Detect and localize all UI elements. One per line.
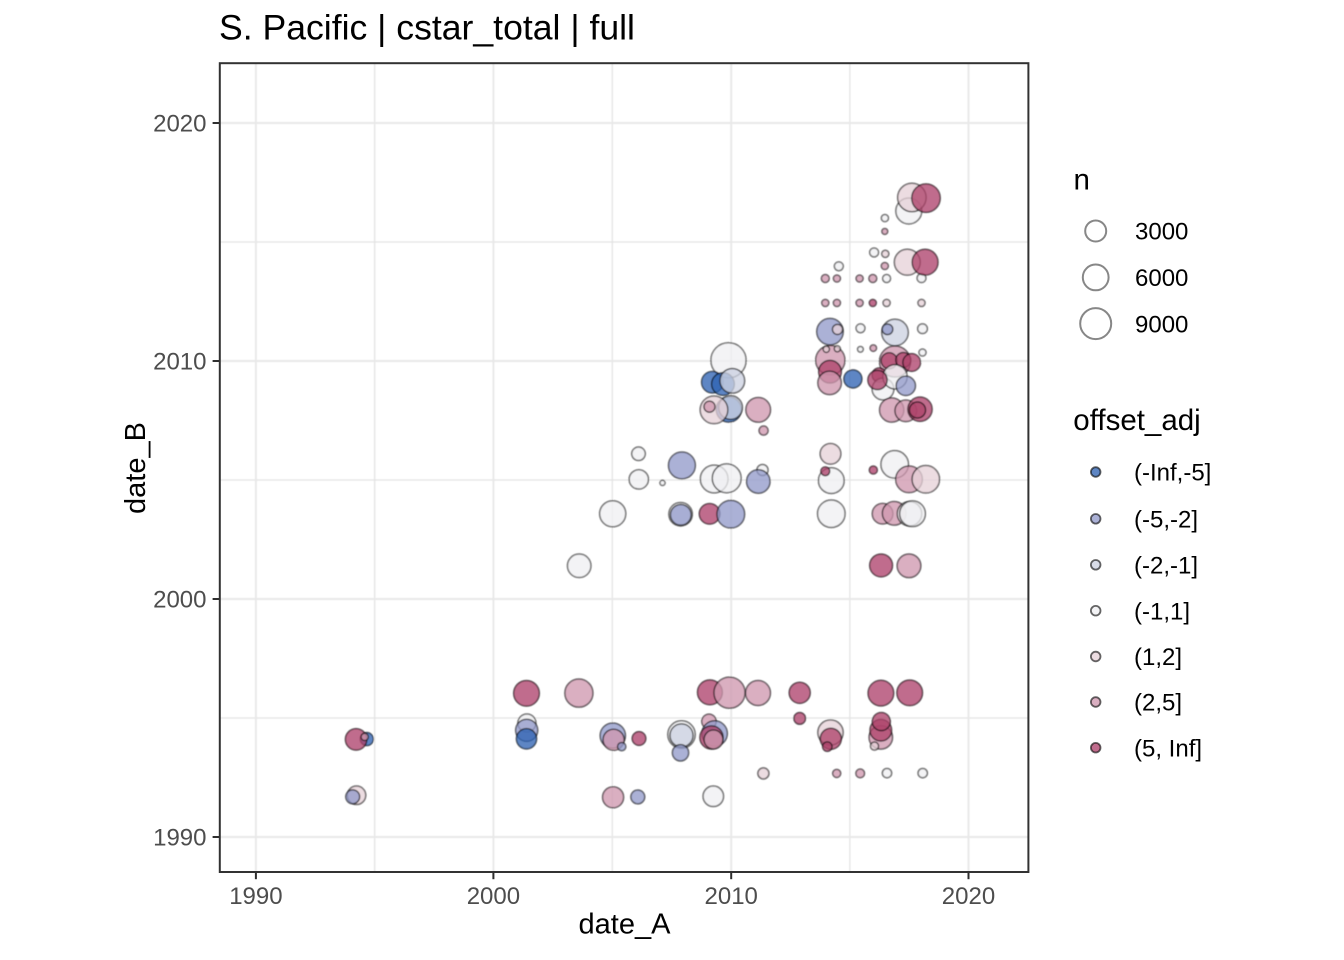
svg-text:offset_adj: offset_adj: [1073, 404, 1200, 437]
svg-text:n: n: [1074, 164, 1090, 197]
svg-text:6000: 6000: [1135, 265, 1188, 292]
svg-text:date_A: date_A: [579, 909, 672, 941]
svg-text:1990: 1990: [153, 825, 206, 852]
svg-text:2020: 2020: [153, 111, 206, 138]
svg-text:2000: 2000: [467, 883, 520, 910]
svg-text:date_B: date_B: [120, 422, 152, 514]
svg-text:S. Pacific | cstar_total | ful: S. Pacific | cstar_total | full: [219, 8, 635, 48]
svg-text:(-1,1]: (-1,1]: [1134, 598, 1190, 625]
svg-text:2010: 2010: [153, 349, 206, 376]
svg-text:2000: 2000: [153, 587, 206, 614]
svg-text:(-2,-1]: (-2,-1]: [1134, 553, 1198, 580]
svg-text:(1,2]: (1,2]: [1134, 644, 1182, 671]
svg-text:(2,5]: (2,5]: [1134, 690, 1182, 717]
svg-text:(-5,-2]: (-5,-2]: [1134, 507, 1198, 534]
svg-text:3000: 3000: [1135, 219, 1188, 246]
svg-text:1990: 1990: [229, 883, 282, 910]
svg-text:2020: 2020: [942, 883, 995, 910]
svg-text:9000: 9000: [1135, 311, 1188, 338]
svg-text:2010: 2010: [705, 883, 758, 910]
svg-text:(5, Inf]: (5, Inf]: [1134, 735, 1202, 762]
svg-text:(-Inf,-5]: (-Inf,-5]: [1134, 460, 1211, 487]
